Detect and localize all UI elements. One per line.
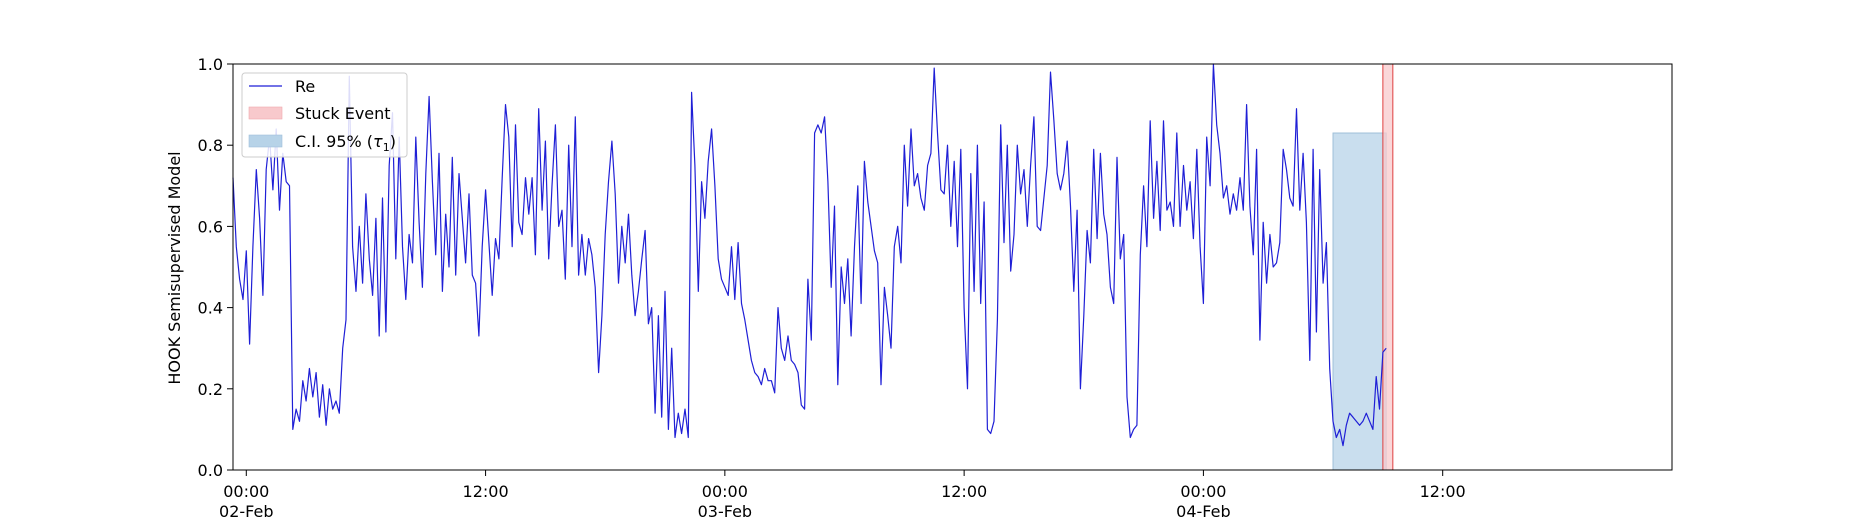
x-tick-label: 00:00 (1180, 482, 1226, 501)
x-tick-label: 12:00 (941, 482, 987, 501)
y-tick-label: 0.0 (198, 461, 223, 480)
y-tick-label: 0.2 (198, 380, 223, 399)
y-tick-label: 0.6 (198, 217, 223, 236)
y-tick-label: 0.8 (198, 136, 223, 155)
legend-label-ci: C.I. 95% (τ1) (295, 132, 396, 154)
legend-label-re: Re (295, 77, 315, 96)
x-tick-label: 00:00 (223, 482, 269, 501)
x-tick-label: 03-Feb (698, 502, 752, 521)
y-tick-label: 1.0 (198, 55, 223, 74)
legend-swatch-ci (249, 135, 282, 147)
x-tick-label: 02-Feb (219, 502, 273, 521)
legend-label-stuck-event: Stuck Event (295, 104, 391, 123)
y-axis-label: HOOK Semisupervised Model (165, 151, 184, 384)
y-tick-label: 0.4 (198, 299, 223, 318)
x-tick-label: 04-Feb (1176, 502, 1230, 521)
region-stuck-event (1383, 64, 1393, 470)
x-tick-label: 00:00 (702, 482, 748, 501)
x-tick-label: 12:00 (463, 482, 509, 501)
x-tick-label: 12:00 (1420, 482, 1466, 501)
region-c-i-95-1 (1333, 133, 1386, 470)
legend: Re Stuck Event C.I. 95% (τ1) (242, 73, 407, 157)
legend-swatch-stuck-event (249, 107, 282, 119)
